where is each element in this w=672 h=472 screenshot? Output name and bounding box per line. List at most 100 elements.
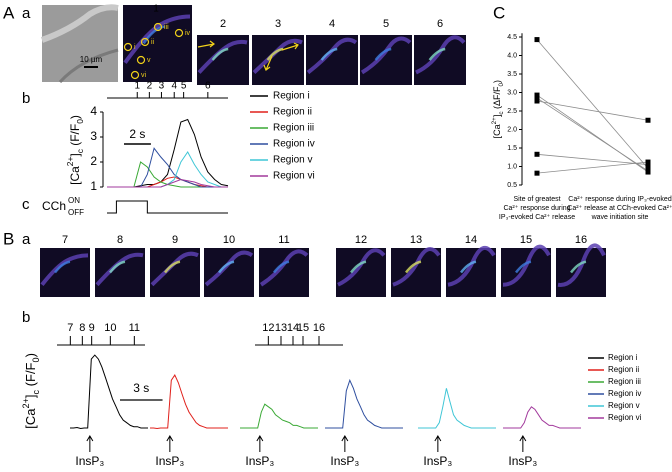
cell-signal	[415, 35, 466, 75]
cell-outline	[58, 48, 119, 84]
fluorescence-image	[501, 248, 551, 297]
y-tick-label: 1.0	[507, 163, 517, 170]
frame-label: 8	[117, 234, 123, 246]
legend-label: Region iii	[608, 377, 641, 386]
stimulus-label: InsP₃	[423, 454, 452, 468]
fluorescence-image	[259, 248, 309, 297]
panel-label: b	[22, 90, 30, 107]
cell-signal	[259, 249, 309, 287]
trace	[325, 378, 403, 429]
cell-signal	[204, 250, 254, 287]
axis-label-part: c	[498, 111, 505, 114]
frame-label: 16	[575, 234, 587, 246]
cell-signal	[266, 47, 284, 61]
trace	[240, 403, 318, 429]
event-label: 7	[67, 322, 73, 334]
legend-label: Region i	[608, 353, 638, 362]
axis-label-part: 2+	[21, 398, 31, 408]
cell-signal	[109, 260, 126, 274]
axis-label: [Ca2+]c (ΔF/F0)	[491, 80, 505, 138]
event-label: 3	[159, 81, 165, 92]
y-tick-label: 2	[90, 154, 97, 168]
stimulus-label: InsP₃	[330, 454, 359, 468]
axis-label: [Ca2+]c (F/F0)	[65, 115, 85, 185]
panel-label: A	[3, 3, 15, 22]
axis-label: [Ca2+]c (F/F0)	[21, 353, 41, 429]
fluorescence-image	[336, 248, 386, 297]
legend-label: Region iv	[273, 139, 315, 150]
fluorescence-image	[556, 248, 606, 297]
cell-signal	[502, 244, 551, 287]
y-tick-label: 1.5	[507, 145, 517, 152]
region-marker	[136, 55, 146, 65]
point	[645, 165, 651, 171]
region-marker	[153, 22, 163, 32]
pair-line	[536, 39, 649, 169]
axis-label-part: c	[31, 389, 41, 394]
fluorescence-image	[391, 248, 441, 297]
category-label: Ca²⁺ response during	[503, 205, 570, 212]
fluorescence-image	[360, 35, 412, 85]
frame-label: 2	[220, 18, 226, 30]
cell-signal	[392, 247, 441, 287]
event-label: 15	[297, 322, 309, 334]
scale-bar-label: 10 µm	[80, 55, 103, 64]
axis-label-part: 0	[31, 357, 41, 362]
y-tick-label: 0.5	[507, 182, 517, 189]
axis-label-part: 0	[498, 82, 505, 86]
stimulus-arrow	[166, 435, 174, 452]
axis-label-part: c	[75, 149, 85, 153]
frame-label: 7	[62, 234, 68, 246]
stimulus-label: InsP₃	[245, 454, 274, 468]
stimulus-arrow	[434, 435, 442, 452]
stimulus-trace	[107, 200, 228, 214]
cell-signal	[337, 248, 386, 287]
region-marker	[130, 70, 140, 80]
panel-label: b	[22, 309, 30, 326]
axis-label-part: 0	[75, 119, 85, 124]
frame-label: 5	[383, 18, 389, 30]
frame-label: 10	[223, 234, 235, 246]
event-label: 5	[181, 81, 187, 92]
event-label: 16	[313, 322, 325, 334]
axis-label-part: [Ca	[68, 166, 82, 185]
legend-label: Region vi	[273, 171, 315, 182]
trace	[107, 118, 229, 188]
cell-signal	[150, 251, 199, 287]
y-tick-label: 3	[90, 129, 97, 143]
cell-signal	[374, 47, 392, 61]
cell-signal	[306, 37, 358, 75]
cell-signal	[460, 260, 477, 274]
pair-line	[536, 100, 649, 121]
fluorescence-image	[306, 35, 358, 85]
cell-signal	[197, 39, 248, 74]
point	[534, 37, 540, 43]
cell-signal	[447, 246, 496, 287]
frame-label: 12	[355, 234, 367, 246]
brightfield-image	[42, 5, 118, 82]
cell-signal	[570, 260, 587, 274]
event-label: 13	[275, 322, 287, 334]
legend-label: Region i	[273, 91, 310, 102]
frame-label: 4	[329, 18, 335, 30]
stimulus-arrow	[341, 435, 349, 452]
cell-signal	[350, 260, 367, 274]
stimulus-arrow	[519, 435, 527, 452]
category-label: IP₃-evoked Ca²⁺ release	[499, 214, 575, 221]
arrow	[281, 42, 299, 51]
frame-label: 3	[275, 18, 281, 30]
event-label: 8	[79, 322, 85, 334]
cell-signal	[515, 260, 532, 274]
arrow	[263, 55, 273, 71]
scale-bar-label: 3 s	[133, 381, 149, 395]
fluorescence-image	[446, 248, 496, 297]
cell-signal	[164, 260, 181, 274]
axis-label-part: 2+	[491, 117, 498, 125]
axis-label-part: ]	[492, 115, 502, 118]
category-label: wave initiation site	[591, 214, 649, 221]
cell-signal	[142, 25, 165, 45]
point	[534, 170, 540, 176]
trace	[107, 151, 228, 188]
fluorescence-image	[150, 248, 200, 297]
